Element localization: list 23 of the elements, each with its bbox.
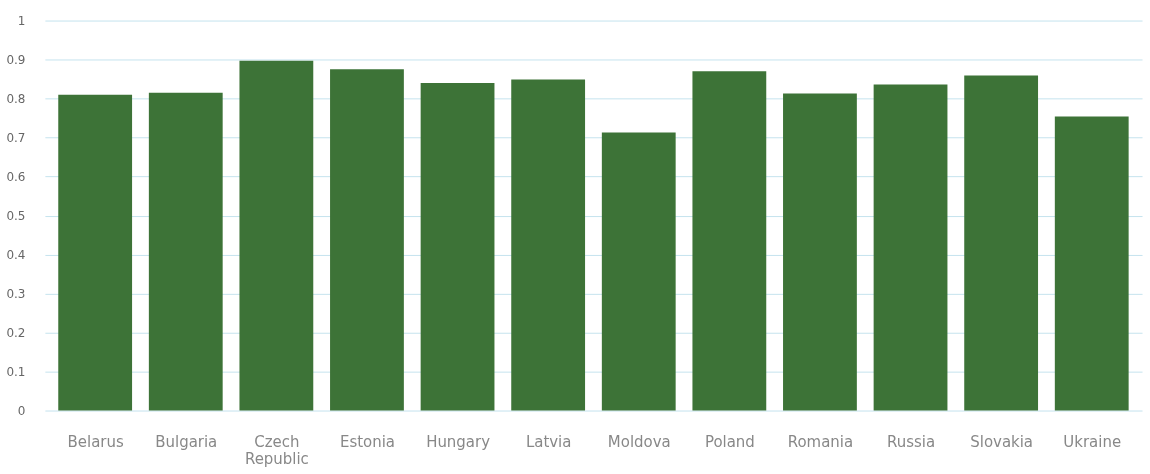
x-tick-label: Moldova: [607, 432, 671, 451]
y-tick-label: 0.6: [6, 170, 26, 185]
x-tick-label: Romania: [787, 432, 854, 451]
x-tick-label: Poland: [704, 432, 755, 451]
y-tick-label: 0.1: [6, 365, 26, 380]
y-tick-label: 0.4: [6, 248, 26, 263]
x-tick-label: Slovakia: [970, 432, 1034, 451]
y-tick-label: 0: [17, 404, 26, 419]
x-tick-label: Czech Republic: [244, 432, 309, 468]
x-tick-label: Ukraine: [1063, 432, 1122, 451]
y-tick-label: 0.2: [6, 326, 26, 341]
x-tick-label: Hungary: [426, 432, 491, 451]
y-tick-label: 0.9: [6, 53, 26, 68]
x-tick-label: Russia: [886, 432, 936, 451]
y-tick-label: 0.7: [6, 131, 26, 146]
y-tick-label: 0.8: [6, 92, 26, 107]
x-tick-label: Latvia: [525, 432, 572, 451]
x-tick-label: Bulgaria: [155, 432, 218, 451]
y-tick-label: 0.5: [6, 209, 26, 224]
x-tick-label: Belarus: [67, 432, 124, 451]
y-tick-label: 0.3: [6, 287, 26, 302]
x-tick-label: Estonia: [339, 432, 395, 451]
y-tick-label: 1: [17, 14, 26, 29]
